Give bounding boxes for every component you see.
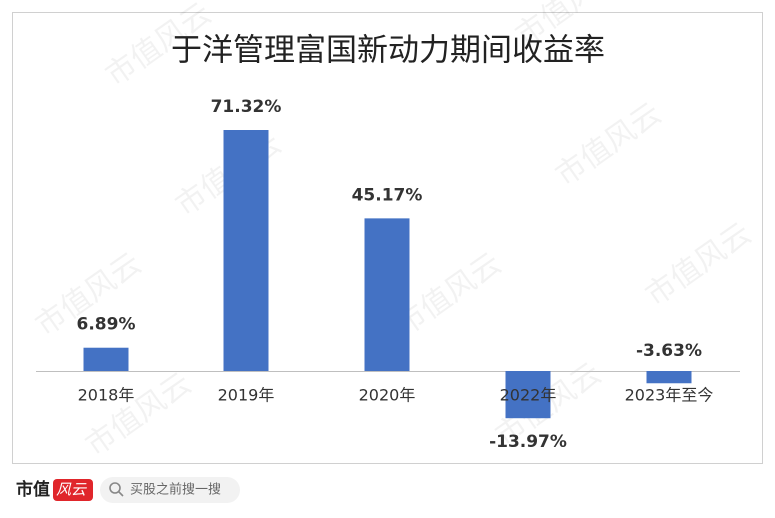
bar — [646, 371, 692, 384]
logo-main: 市值 — [16, 479, 50, 500]
bar — [223, 130, 269, 371]
bar — [83, 347, 129, 371]
value-label: -3.63% — [636, 341, 702, 361]
x-tick-label: 2022年 — [500, 386, 557, 405]
footer: 市值 风云 买股之前搜一搜 — [16, 477, 240, 503]
search-placeholder: 买股之前搜一搜 — [130, 482, 221, 498]
x-tick-label: 2018年 — [78, 386, 135, 405]
bar — [505, 371, 551, 419]
x-tick-label: 2020年 — [359, 386, 416, 405]
search-icon — [109, 482, 121, 494]
value-label: 45.17% — [352, 185, 423, 205]
bar — [364, 218, 410, 371]
logo-badge — [53, 479, 93, 501]
value-label: 6.89% — [77, 315, 136, 335]
value-label: 71.32% — [211, 97, 282, 117]
search-box[interactable] — [100, 477, 240, 503]
search-icon-handle — [118, 491, 124, 497]
logo-accent: 风云 — [56, 481, 87, 499]
x-tick-label: 2019年 — [218, 386, 275, 405]
x-tick-label: 2023年至今 — [625, 386, 714, 405]
chart-title: 于洋管理富国新动力期间收益率 — [171, 33, 605, 69]
value-label: -13.97% — [489, 432, 567, 452]
